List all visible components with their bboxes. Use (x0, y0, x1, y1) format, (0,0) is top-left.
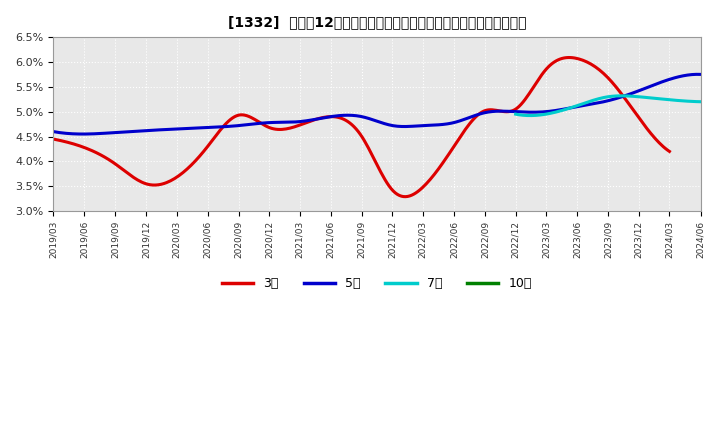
Legend: 3年, 5年, 7年, 10年: 3年, 5年, 7年, 10年 (217, 272, 536, 295)
Title: [1332]  売上高12か月移動合計の対前年同期増減率の標準偏差の推移: [1332] 売上高12か月移動合計の対前年同期増減率の標準偏差の推移 (228, 15, 526, 29)
